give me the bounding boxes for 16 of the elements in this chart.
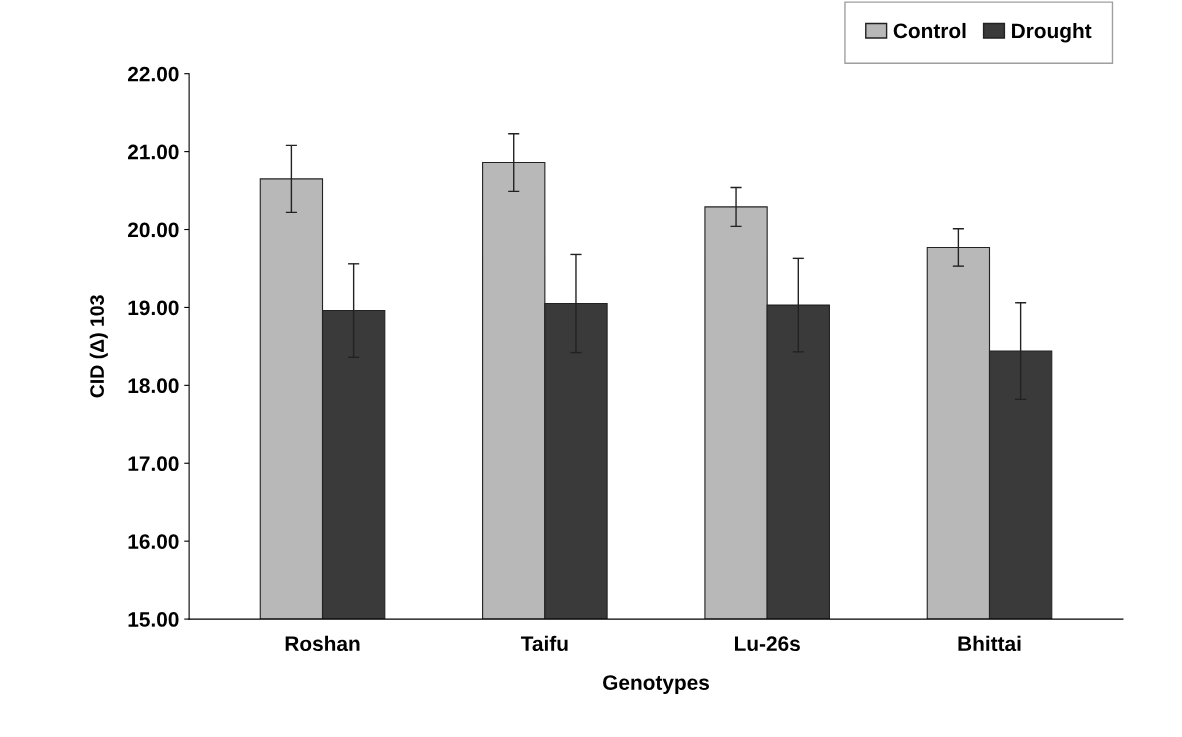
x-tick-label: Bhittai	[958, 635, 1021, 652]
x-axis-title: Genotypes	[603, 675, 709, 695]
legend-label: Drought	[1012, 22, 1092, 43]
y-tick-label: 15.00	[128, 612, 179, 627]
x-tick-label: Lu-26s	[735, 636, 800, 652]
y-tick-label: 22.00	[127, 66, 179, 82]
y-tick-label: 18.00	[128, 378, 179, 394]
y-tick-label: 19.00	[128, 300, 179, 316]
legend-label: Control	[893, 22, 966, 39]
y-tick-label: 17.00	[128, 456, 179, 472]
y-tick-label: 20.00	[127, 222, 179, 238]
y-tick-label: 16.00	[128, 534, 179, 549]
x-tick-label: Taifu	[520, 635, 568, 652]
y-tick-label: 21.00	[127, 144, 179, 160]
x-tick-label: Roshan	[285, 635, 360, 652]
y-axis-title: CID (Δ) 103	[89, 295, 108, 398]
